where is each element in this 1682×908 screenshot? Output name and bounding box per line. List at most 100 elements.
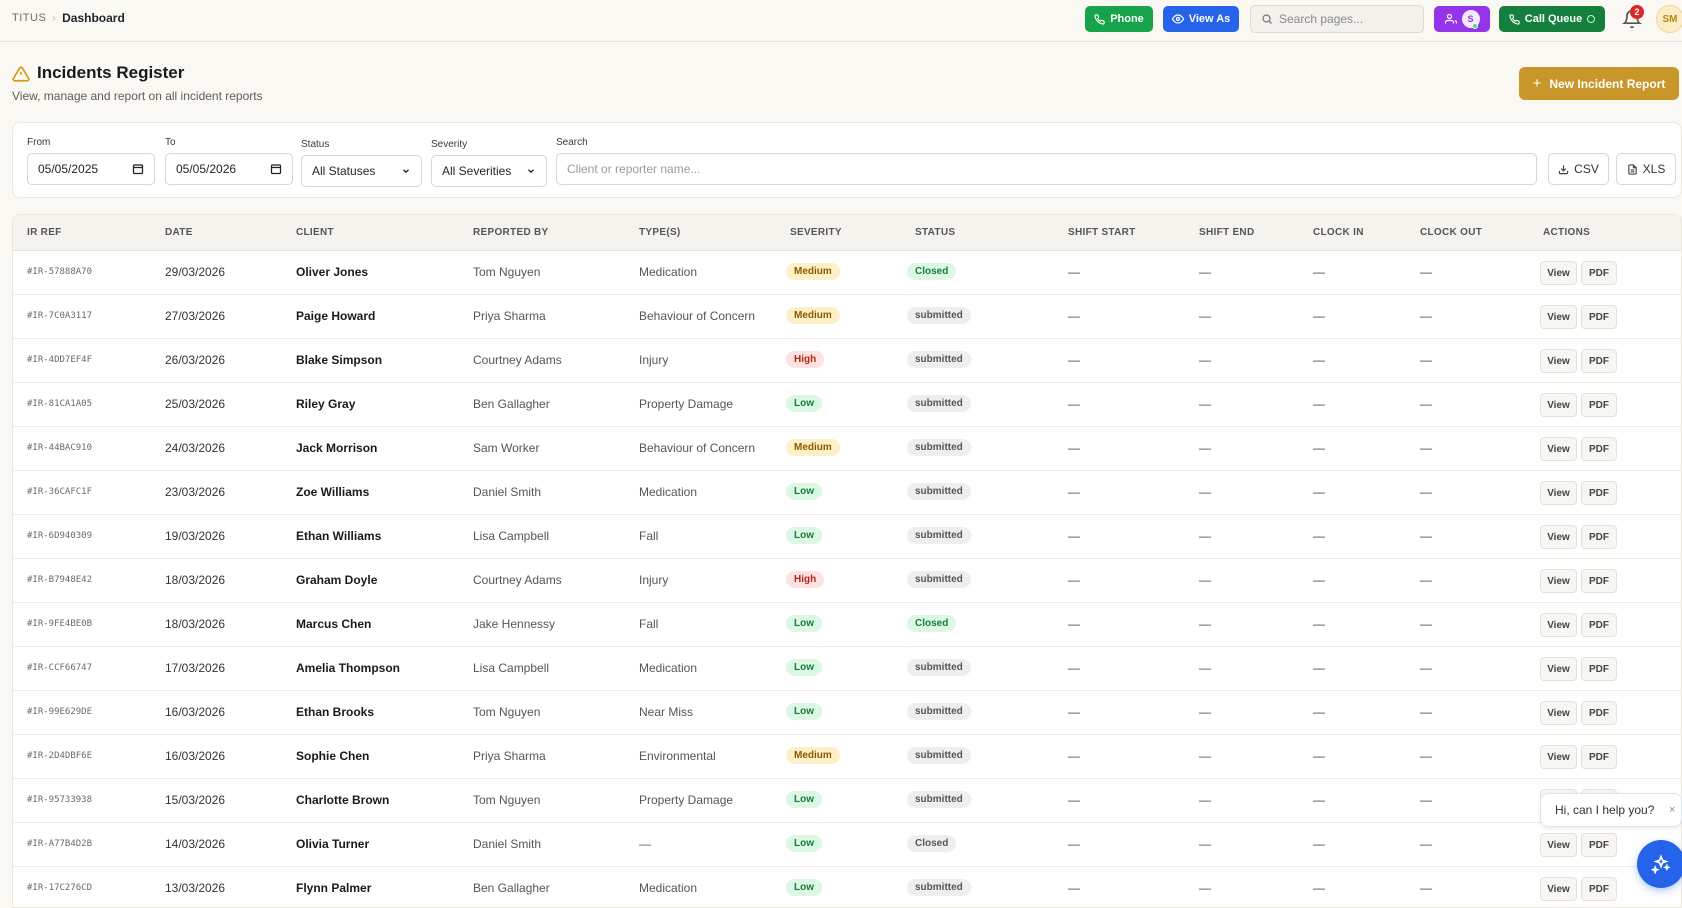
table-row[interactable]: #IR-57888A70 29/03/2026 Oliver Jones Tom Ng… [13, 251, 1681, 295]
view-button[interactable]: View [1540, 525, 1577, 549]
table-row[interactable]: #IR-81CA1A05 25/03/2026 Riley Gray Ben Gall… [13, 383, 1681, 427]
severity-select[interactable]: All Severities [431, 155, 547, 187]
pdf-button[interactable]: PDF [1581, 393, 1617, 417]
pdf-button[interactable]: PDF [1581, 261, 1617, 285]
ir-ref-cell: #IR-81CA1A05 [27, 399, 93, 409]
pdf-button[interactable]: PDF [1581, 569, 1617, 593]
chat-assistant-button[interactable] [1637, 840, 1682, 888]
page-subtitle: View, manage and report on all incident … [12, 89, 263, 103]
view-button[interactable]: View [1540, 657, 1577, 681]
table-row[interactable]: #IR-A77B4D2B 14/03/2026 Olivia Turner Danie… [13, 823, 1681, 867]
to-date-input[interactable]: 05/05/2026 [165, 153, 293, 185]
view-button[interactable]: View [1540, 701, 1577, 725]
column-header-ir-ref[interactable]: IR REF [27, 227, 62, 238]
status-select[interactable]: All Statuses [301, 155, 422, 187]
pdf-button[interactable]: PDF [1581, 305, 1617, 329]
shift-end-cell: — [1199, 705, 1211, 719]
column-header-severity[interactable]: SEVERITY [790, 227, 842, 238]
filter-panel: From 05/05/2025 To 05/05/2026 Status All… [12, 122, 1682, 198]
shift-start-cell: — [1068, 353, 1080, 367]
pdf-button[interactable]: PDF [1581, 701, 1617, 725]
export-csv-button[interactable]: CSV [1548, 153, 1609, 185]
call-queue-button[interactable]: Call Queue [1499, 6, 1605, 32]
client-search-input[interactable]: Client or reporter name... [556, 153, 1537, 185]
online-users-button[interactable]: S [1434, 6, 1490, 32]
clock-in-cell: — [1313, 573, 1325, 587]
table-row[interactable]: #IR-4DD7EF4F 26/03/2026 Blake Simpson Court… [13, 339, 1681, 383]
new-incident-report-button[interactable]: + New Incident Report [1519, 67, 1679, 100]
shift-start-cell: — [1068, 881, 1080, 895]
column-header-status[interactable]: STATUS [915, 227, 956, 238]
column-header-shift-end[interactable]: SHIFT END [1199, 227, 1255, 238]
view-button[interactable]: View [1540, 569, 1577, 593]
severity-badge: Low [786, 527, 822, 544]
view-button[interactable]: View [1540, 393, 1577, 417]
column-header-types[interactable]: TYPE(S) [639, 227, 681, 238]
from-date-input[interactable]: 05/05/2025 [27, 153, 155, 185]
severity-label: Severity [431, 139, 468, 150]
table-row[interactable]: #IR-2D4DBF6E 16/03/2026 Sophie Chen Priya S… [13, 735, 1681, 779]
table-row[interactable]: #IR-6D940309 19/03/2026 Ethan Williams Lisa… [13, 515, 1681, 559]
reported-by-cell: Ben Gallagher [473, 881, 550, 895]
pdf-button[interactable]: PDF [1581, 525, 1617, 549]
pdf-button[interactable]: PDF [1581, 657, 1617, 681]
view-as-button[interactable]: View As [1163, 6, 1239, 32]
search-icon [1262, 14, 1272, 24]
view-button[interactable]: View [1540, 877, 1577, 901]
column-header-date[interactable]: DATE [165, 227, 193, 238]
column-header-reported-by[interactable]: REPORTED BY [473, 227, 549, 238]
column-header-shift-start[interactable]: SHIFT START [1068, 227, 1136, 238]
pdf-button[interactable]: PDF [1581, 349, 1617, 373]
view-button[interactable]: View [1540, 261, 1577, 285]
phone-button[interactable]: Phone [1085, 6, 1153, 32]
column-header-clock-out[interactable]: CLOCK OUT [1420, 227, 1483, 238]
pdf-button[interactable]: PDF [1581, 481, 1617, 505]
view-button[interactable]: View [1540, 349, 1577, 373]
type-cell: Medication [639, 881, 698, 895]
table-row[interactable]: #IR-44BAC910 24/03/2026 Jack Morrison Sam W… [13, 427, 1681, 471]
user-avatar[interactable]: SM [1656, 5, 1682, 33]
shift-end-cell: — [1199, 529, 1211, 543]
reported-by-cell: Daniel Smith [473, 485, 542, 499]
page-search-input[interactable]: Search pages... [1250, 5, 1424, 33]
reported-by-cell: Jake Hennessy [473, 617, 556, 631]
table-row[interactable]: #IR-95733938 15/03/2026 Charlotte Brown Tom… [13, 779, 1681, 823]
date-cell: 29/03/2026 [165, 265, 226, 279]
status-badge: submitted [907, 791, 971, 808]
ir-ref-cell: #IR-57888A70 [27, 267, 93, 277]
view-button[interactable]: View [1540, 437, 1577, 461]
table-row[interactable]: #IR-99E629DE 16/03/2026 Ethan Brooks Tom Ng… [13, 691, 1681, 735]
view-button[interactable]: View [1540, 613, 1577, 637]
ir-ref-cell: #IR-B7948E42 [27, 575, 93, 585]
pdf-button[interactable]: PDF [1581, 745, 1617, 769]
type-cell: Behaviour of Concern [639, 441, 756, 455]
clock-out-cell: — [1420, 441, 1432, 455]
column-header-clock-in[interactable]: CLOCK IN [1313, 227, 1364, 238]
type-cell: Injury [639, 353, 669, 367]
date-cell: 16/03/2026 [165, 749, 226, 763]
pdf-button[interactable]: PDF [1581, 877, 1617, 901]
close-icon[interactable]: × [1669, 804, 1676, 816]
view-button[interactable]: View [1540, 305, 1577, 329]
column-header-actions: ACTIONS [1543, 227, 1591, 238]
pdf-button[interactable]: PDF [1581, 613, 1617, 637]
table-row[interactable]: #IR-B7948E42 18/03/2026 Graham Doyle Courtn… [13, 559, 1681, 603]
pdf-button[interactable]: PDF [1581, 833, 1617, 857]
table-row[interactable]: #IR-17C276CD 13/03/2026 Flynn Palmer Ben Ga… [13, 867, 1681, 907]
view-button[interactable]: View [1540, 833, 1577, 857]
table-row[interactable]: #IR-36CAFC1F 23/03/2026 Zoe Williams Daniel… [13, 471, 1681, 515]
severity-cell: Low [786, 703, 822, 720]
table-row[interactable]: #IR-9FE4BE0B 18/03/2026 Marcus Chen Jake He… [13, 603, 1681, 647]
export-xls-button[interactable]: XLS [1616, 153, 1676, 185]
date-cell: 17/03/2026 [165, 661, 226, 675]
breadcrumb-root[interactable]: TITUS [12, 12, 47, 24]
view-button[interactable]: View [1540, 481, 1577, 505]
view-button[interactable]: View [1540, 745, 1577, 769]
queue-status-icon [1587, 15, 1596, 23]
table-row[interactable]: #IR-CCF66747 17/03/2026 Amelia Thompson Lis… [13, 647, 1681, 691]
table-row[interactable]: #IR-7C0A3117 27/03/2026 Paige Howard Priya … [13, 295, 1681, 339]
clock-in-cell: — [1313, 881, 1325, 895]
pdf-button[interactable]: PDF [1581, 437, 1617, 461]
chat-prompt-bubble[interactable]: Hi, can I help you? × [1540, 793, 1682, 827]
column-header-client[interactable]: CLIENT [296, 227, 334, 238]
